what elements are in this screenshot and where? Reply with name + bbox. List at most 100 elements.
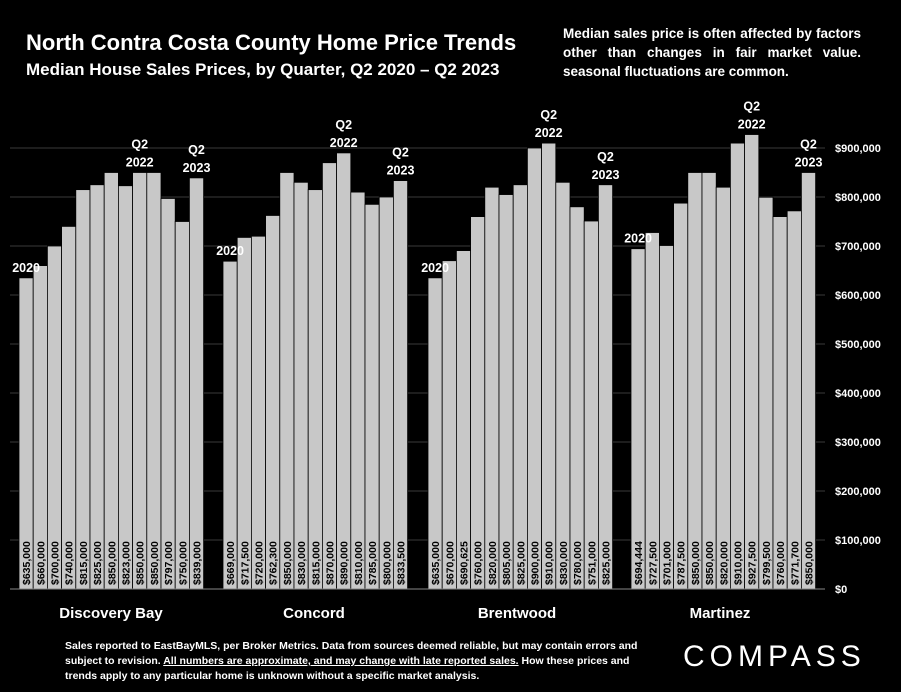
bar-value-label: $780,000 <box>572 541 584 585</box>
bar-annotation: 2020 <box>12 261 40 275</box>
bar-value-label: $690,625 <box>459 541 471 585</box>
compass-logo: COMPASS <box>683 640 866 673</box>
bar <box>758 196 774 590</box>
bar-annotation: Q2 <box>335 118 352 132</box>
bar <box>265 215 281 590</box>
bar <box>786 210 802 590</box>
chart-subtitle: Median House Sales Prices, by Quarter, Q… <box>26 60 500 79</box>
bar <box>75 189 91 590</box>
bar-annotation: 2020 <box>216 244 244 258</box>
bar-annotation: Q2 <box>540 108 557 122</box>
bar <box>527 147 543 590</box>
y-tick-label: $0 <box>835 584 847 596</box>
y-tick-label: $100,000 <box>835 535 881 547</box>
bar <box>772 216 788 590</box>
bar-value-label: $660,000 <box>35 541 47 585</box>
bar-value-label: $635,000 <box>430 541 442 585</box>
bar-annotation: 2022 <box>535 126 563 140</box>
bar-annotation: 2023 <box>592 168 620 182</box>
bar-annotation: Q2 <box>800 138 817 152</box>
bar-value-label: $850,000 <box>282 541 294 585</box>
bar <box>188 177 204 590</box>
bar-value-label: $727,500 <box>647 541 659 585</box>
bar-value-label: $927,500 <box>747 541 759 585</box>
bar-annotation: 2023 <box>795 156 823 170</box>
bar-value-label: $830,000 <box>558 541 570 585</box>
bar <box>470 216 486 590</box>
bar-value-label: $820,000 <box>718 541 730 585</box>
y-tick-label: $600,000 <box>835 290 881 302</box>
bar-value-label: $870,000 <box>325 541 337 585</box>
bar-value-label: $825,000 <box>92 541 104 585</box>
bar-value-label: $771,700 <box>789 541 801 585</box>
bar-annotation: 2022 <box>126 156 154 170</box>
bar <box>364 203 380 590</box>
bar <box>569 206 585 590</box>
bar-value-label: $823,000 <box>121 541 133 585</box>
bar <box>630 248 646 590</box>
bar-value-label: $815,000 <box>310 541 322 585</box>
bar <box>583 220 599 590</box>
bar-value-label: $701,000 <box>662 541 674 585</box>
bar-value-label: $669,000 <box>225 541 237 585</box>
panel-label: Brentwood <box>478 605 556 622</box>
panel-label: Discovery Bay <box>59 605 163 622</box>
bar-value-label: $805,000 <box>501 541 513 585</box>
bar <box>89 184 105 590</box>
bar-value-label: $910,000 <box>544 541 556 585</box>
bar-value-label: $751,000 <box>586 541 598 585</box>
bar-value-label: $850,000 <box>149 541 161 585</box>
bar-value-label: $700,000 <box>50 541 62 585</box>
bar-value-label: $850,000 <box>704 541 716 585</box>
bar <box>659 245 675 590</box>
bar <box>512 184 528 590</box>
bar <box>61 225 77 590</box>
panel-label: Martinez <box>690 605 751 622</box>
bar <box>744 134 760 590</box>
chart-note: Median sales price is often affected by … <box>563 26 861 79</box>
bar-value-label: $815,000 <box>78 541 90 585</box>
y-tick-label: $300,000 <box>835 437 881 449</box>
bar <box>687 172 703 590</box>
bar-value-label: $810,000 <box>353 541 365 585</box>
bar-annotation: 2023 <box>387 164 415 178</box>
bar-annotation: 2022 <box>330 136 358 150</box>
bar-annotation: 2020 <box>421 261 449 275</box>
bar <box>222 260 238 590</box>
bar-value-label: $850,000 <box>106 541 118 585</box>
bar <box>103 172 119 590</box>
bar-value-label: $717,500 <box>239 541 251 585</box>
bar-value-label: $890,000 <box>339 541 351 585</box>
bar-annotation: 2020 <box>624 232 652 246</box>
chart-title: North Contra Costa County Home Price Tre… <box>26 30 517 55</box>
bar-value-label: $797,000 <box>163 541 175 585</box>
bar <box>441 260 457 590</box>
bar <box>555 181 571 590</box>
bar <box>146 172 162 590</box>
bar-value-label: $850,000 <box>804 541 816 585</box>
bar-annotation: Q2 <box>597 150 614 164</box>
y-tick-label: $700,000 <box>835 241 881 253</box>
bar <box>378 196 394 590</box>
bar-value-label: $760,000 <box>775 541 787 585</box>
bar-value-label: $800,000 <box>381 541 393 585</box>
bar-value-label: $839,000 <box>192 541 204 585</box>
bar-annotation: 2022 <box>738 118 766 132</box>
panel-label: Concord <box>283 605 345 622</box>
bar <box>118 185 134 590</box>
bar <box>715 186 731 590</box>
bar <box>250 235 266 590</box>
bar-value-label: $910,000 <box>733 541 745 585</box>
y-tick-label: $200,000 <box>835 486 881 498</box>
bar-value-label: $825,000 <box>515 541 527 585</box>
y-tick-label: $900,000 <box>835 143 881 155</box>
bar <box>279 172 295 590</box>
bar <box>293 181 309 590</box>
bar <box>644 232 660 590</box>
bar <box>174 221 190 590</box>
bar-annotation: Q2 <box>392 146 409 160</box>
bar-annotation: 2023 <box>183 161 211 175</box>
footer-line3: How these prices and trends apply to any… <box>65 655 630 682</box>
footer-disclaimer: Sales reported to EastBayMLS, per Broker… <box>65 639 640 684</box>
bar-annotation: Q2 <box>188 143 205 157</box>
